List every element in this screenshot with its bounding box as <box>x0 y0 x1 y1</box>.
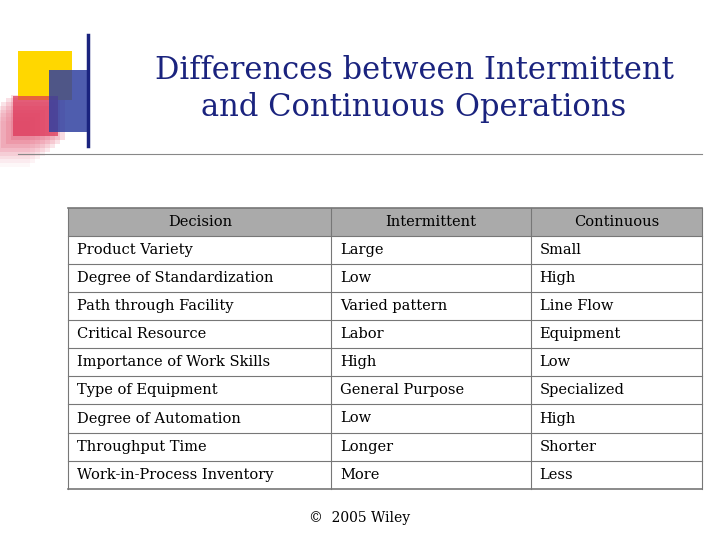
Bar <box>0 110 45 156</box>
Bar <box>68 348 702 376</box>
Bar <box>68 461 702 489</box>
Bar <box>0 117 35 163</box>
Bar <box>0 113 40 159</box>
Bar <box>1 102 55 148</box>
Text: Low: Low <box>340 271 371 285</box>
Text: Path through Facility: Path through Facility <box>77 299 233 313</box>
Text: Type of Equipment: Type of Equipment <box>77 383 217 397</box>
Text: Large: Large <box>340 243 384 257</box>
Text: Critical Resource: Critical Resource <box>77 327 207 341</box>
Text: Shorter: Shorter <box>539 440 597 454</box>
Text: Product Variety: Product Variety <box>77 243 193 257</box>
Text: Labor: Labor <box>340 327 384 341</box>
Bar <box>68 433 702 461</box>
Text: Work-in-Process Inventory: Work-in-Process Inventory <box>77 468 274 482</box>
Text: Less: Less <box>539 468 573 482</box>
Text: General Purpose: General Purpose <box>340 383 464 397</box>
Text: Line Flow: Line Flow <box>539 299 613 313</box>
Bar <box>0 106 50 152</box>
Bar <box>68 208 702 236</box>
Text: Continuous: Continuous <box>574 215 659 229</box>
Bar <box>68 236 702 264</box>
Text: Degree of Automation: Degree of Automation <box>77 411 241 426</box>
Text: High: High <box>340 355 377 369</box>
Bar <box>11 94 65 140</box>
Text: High: High <box>539 411 576 426</box>
Text: Low: Low <box>340 411 371 426</box>
Text: Decision: Decision <box>168 215 232 229</box>
Text: Varied pattern: Varied pattern <box>340 299 447 313</box>
Text: High: High <box>539 271 576 285</box>
Text: ©  2005 Wiley: © 2005 Wiley <box>310 511 410 525</box>
Bar <box>13 96 58 136</box>
Text: Specialized: Specialized <box>539 383 624 397</box>
Bar <box>68 376 702 404</box>
Bar <box>6 98 60 144</box>
Text: Differences between Intermittent
and Continuous Operations: Differences between Intermittent and Con… <box>155 55 673 123</box>
Bar <box>68 320 702 348</box>
Bar <box>68 292 702 320</box>
Text: More: More <box>340 468 379 482</box>
Bar <box>18 51 72 100</box>
Text: Equipment: Equipment <box>539 327 621 341</box>
Text: Importance of Work Skills: Importance of Work Skills <box>77 355 270 369</box>
Bar <box>49 70 89 132</box>
Text: Low: Low <box>539 355 571 369</box>
Bar <box>0 121 30 167</box>
Text: Intermittent: Intermittent <box>386 215 477 229</box>
Bar <box>68 404 702 433</box>
Text: Small: Small <box>539 243 582 257</box>
Bar <box>68 264 702 292</box>
Text: Throughput Time: Throughput Time <box>77 440 207 454</box>
Text: Degree of Standardization: Degree of Standardization <box>77 271 274 285</box>
Text: Longer: Longer <box>340 440 393 454</box>
